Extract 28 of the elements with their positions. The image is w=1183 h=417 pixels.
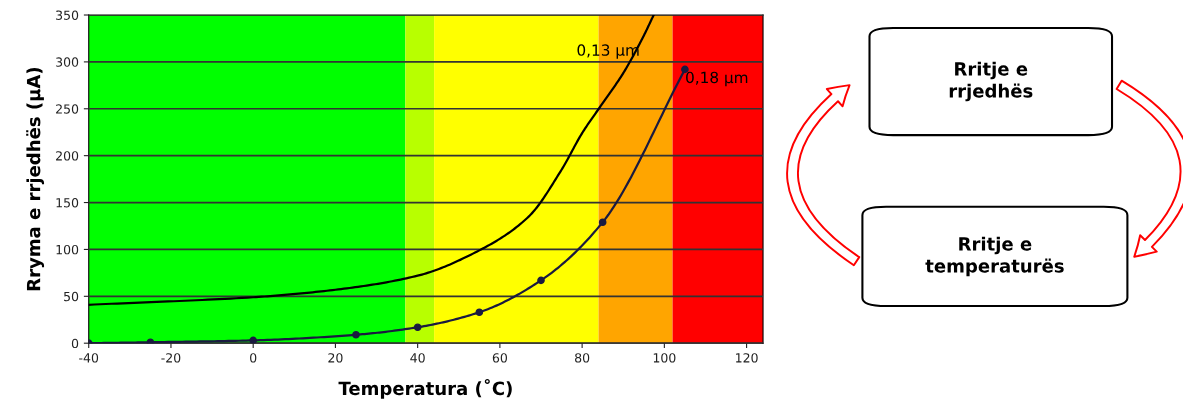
point	[249, 336, 258, 344]
x-tick-label: 40	[410, 353, 425, 363]
point	[352, 330, 360, 339]
point	[598, 218, 607, 227]
point	[413, 323, 422, 332]
series-label: 0,18 μm	[686, 71, 748, 87]
x-tick-label: 20	[328, 353, 343, 363]
x-tick-label: 100	[653, 353, 676, 363]
text: Rritje e temperaturës	[925, 236, 1064, 277]
y-tick-label: 300	[56, 57, 79, 67]
x-tick-label: 0	[250, 353, 257, 363]
y-tick-label: 250	[56, 104, 79, 114]
x-tick-label: 80	[575, 353, 590, 363]
text: Rritje e rrjedhës	[949, 61, 1033, 102]
y-tick-label: 200	[56, 151, 79, 161]
y-tick-label: 350	[56, 10, 79, 20]
y-tick-label: 100	[56, 244, 79, 255]
y-tick-label: 0	[71, 338, 79, 349]
x-tick-label: 120	[736, 353, 758, 363]
y-tick-label: 150	[56, 198, 79, 208]
y-tick-label: 50	[64, 291, 79, 302]
x-tick-label: 60	[492, 353, 508, 363]
x-tick-label: -40	[79, 353, 99, 363]
x-tick-label: -20	[161, 353, 181, 363]
point	[537, 276, 545, 285]
x-axis-title: Temperatura (˚C)	[338, 378, 512, 399]
point	[475, 308, 484, 317]
y-axis-title: Rryma e rrjedhës (μA)	[26, 67, 45, 291]
